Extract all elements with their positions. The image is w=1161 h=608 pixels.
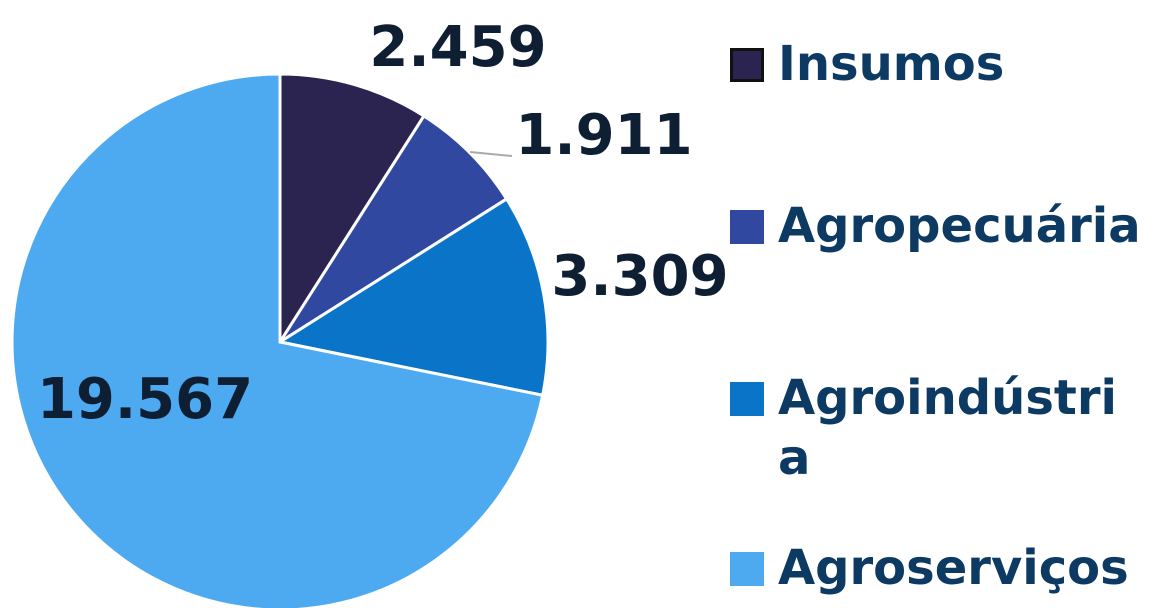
pie-slice bbox=[10, 72, 545, 608]
legend-item: Agroindústria bbox=[730, 368, 1148, 488]
pie-slice bbox=[278, 113, 509, 344]
legend-label: Agropecuária bbox=[778, 198, 1141, 254]
legend-swatch bbox=[730, 552, 764, 586]
leader-line bbox=[469, 151, 513, 157]
data-label: 2.459 bbox=[369, 15, 546, 80]
legend-swatch bbox=[730, 48, 764, 82]
legend-item: Agroserviços bbox=[730, 538, 1148, 598]
legend-item: Agropecuária bbox=[730, 196, 1148, 256]
data-label: 1.911 bbox=[515, 103, 692, 168]
pie-slice bbox=[278, 72, 427, 348]
legend-item: Insumos bbox=[730, 34, 1148, 94]
legend-swatch bbox=[730, 210, 764, 244]
data-label: 19.567 bbox=[37, 367, 253, 432]
pie-slice bbox=[276, 196, 550, 398]
legend-label: Agroindústria bbox=[778, 370, 1117, 486]
legend-label: Agroserviços bbox=[778, 540, 1129, 596]
legend-label: Insumos bbox=[778, 36, 1005, 92]
legend-swatch bbox=[730, 382, 764, 416]
data-label: 3.309 bbox=[551, 244, 728, 309]
